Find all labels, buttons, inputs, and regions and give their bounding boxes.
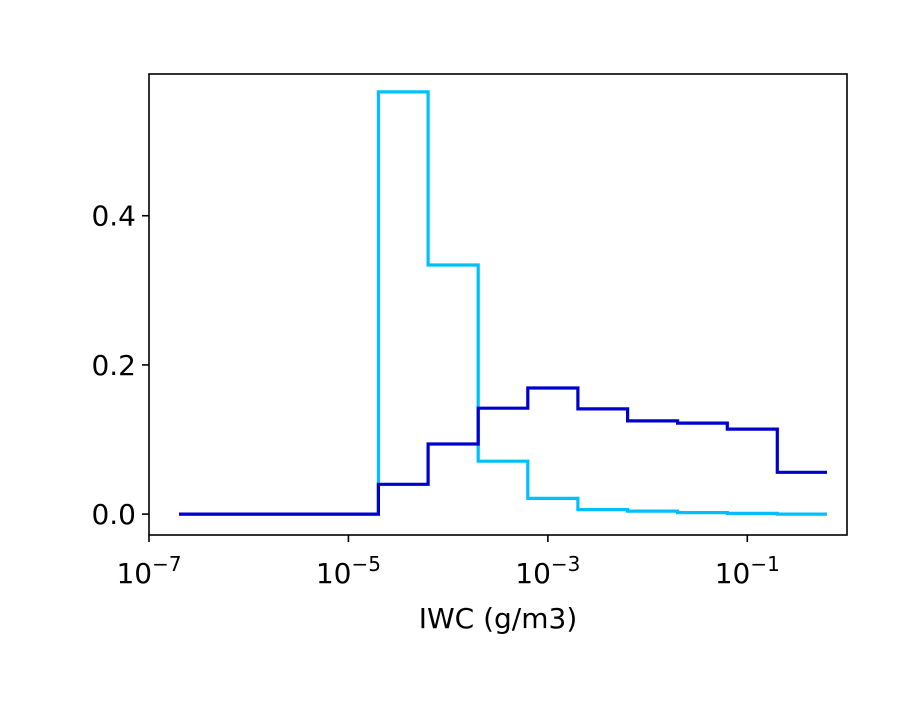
x-axis-label: IWC (g/m3) <box>419 602 578 635</box>
y-tick-label: 0.4 <box>91 200 136 233</box>
y-tick-label: 0.0 <box>91 498 136 531</box>
y-tick-label: 0.2 <box>91 349 136 382</box>
x-tick-label: 10−1 <box>715 552 780 590</box>
x-axis: 10−7 10−5 10−3 10−1 <box>116 535 780 590</box>
x-tick-label: 10−7 <box>116 552 181 590</box>
series-line-1 <box>179 90 827 516</box>
y-axis: 0.0 0.2 0.4 <box>91 200 149 531</box>
x-tick-label: 10−5 <box>316 552 381 590</box>
series-line-2 <box>179 386 827 516</box>
plot-frame <box>148 73 848 536</box>
series-layer <box>179 90 827 516</box>
x-tick-label: 10−3 <box>515 552 580 590</box>
